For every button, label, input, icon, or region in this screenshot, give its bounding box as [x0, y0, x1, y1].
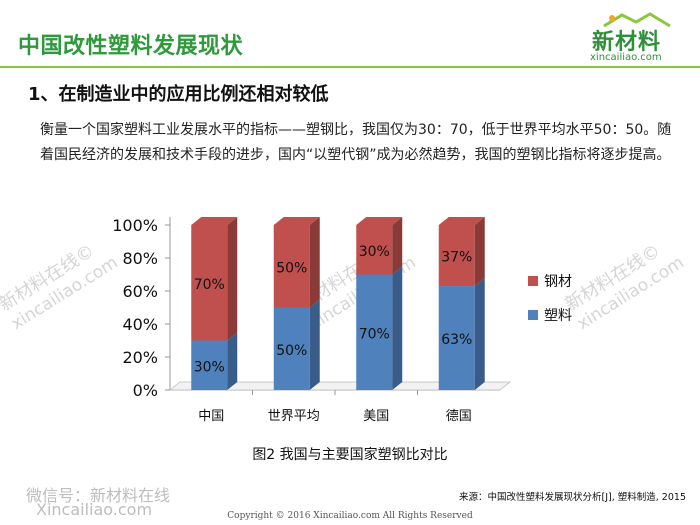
y-tick-label: 40% — [122, 315, 158, 334]
brand-logo: 新材料 xincailiao.com — [586, 10, 694, 66]
body-paragraph: 衡量一个国家塑料工业发展水平的指标——塑钢比，我国仅为30：70，低于世界平均水… — [40, 122, 672, 163]
title-divider — [0, 66, 700, 68]
y-tick-label: 0% — [133, 381, 158, 400]
bar-side — [309, 217, 320, 308]
section-heading: 1、在制造业中的应用比例还相对较低 — [28, 84, 329, 105]
category-label: 美国 — [363, 409, 389, 424]
bar-side — [474, 278, 485, 390]
bar-side — [474, 217, 485, 287]
title-bar: 中国改性塑料发展现状 新材料 xincailiao.com — [0, 0, 700, 76]
bar-steel — [438, 225, 475, 287]
wechat-id: 微信号：新材料在线 — [26, 486, 171, 505]
bar-steel — [356, 225, 393, 275]
data-label: 30% — [194, 359, 225, 375]
bar-plastic — [273, 307, 310, 390]
wechat-site: Xincailiao.com — [36, 500, 153, 519]
category-label: 世界平均 — [268, 409, 320, 424]
bar-plastic — [191, 340, 228, 390]
legend-label: 钢材 — [544, 274, 572, 290]
legend-swatch — [528, 310, 538, 320]
category-label: 德国 — [446, 409, 472, 424]
logo-url: xincailiao.com — [590, 52, 662, 63]
page-title: 中国改性塑料发展现状 — [18, 34, 244, 59]
source-note: 来源：中国改性塑料发展现状分析[J], 塑料制造, 2015 — [459, 492, 686, 503]
roof-icon — [603, 12, 671, 28]
bar-top — [273, 217, 320, 225]
bar-steel — [191, 225, 228, 341]
bar-side — [309, 299, 320, 390]
data-label: 37% — [441, 250, 472, 266]
bar-side — [227, 332, 238, 390]
copyright: Copyright © 2016 Xincailiao.com All Righ… — [227, 511, 473, 521]
bar-steel — [273, 225, 310, 308]
bar-top — [191, 217, 238, 225]
data-label: 50% — [276, 260, 307, 276]
data-label: 70% — [194, 277, 225, 293]
data-label: 70% — [359, 326, 390, 342]
y-tick-label: 80% — [122, 249, 158, 268]
bar-side — [392, 217, 403, 275]
logo-text: 新材料 — [592, 30, 662, 55]
bar-side — [227, 217, 238, 341]
bar-plastic — [356, 274, 393, 390]
y-tick-label: 100% — [112, 216, 158, 235]
y-tick-label: 20% — [122, 348, 158, 367]
y-tick-label: 60% — [122, 282, 158, 301]
bar-plastic — [438, 286, 475, 390]
data-label: 63% — [441, 332, 472, 348]
bar-top — [356, 217, 403, 225]
data-label: 30% — [359, 244, 390, 260]
bar-top — [438, 217, 485, 225]
bar-side — [392, 266, 403, 390]
legend-label: 塑料 — [544, 308, 572, 324]
data-label: 50% — [276, 343, 307, 359]
category-label: 中国 — [198, 409, 224, 424]
figure-caption: 图2 我国与主要国家塑钢比对比 — [252, 447, 448, 463]
legend-swatch — [528, 276, 538, 286]
